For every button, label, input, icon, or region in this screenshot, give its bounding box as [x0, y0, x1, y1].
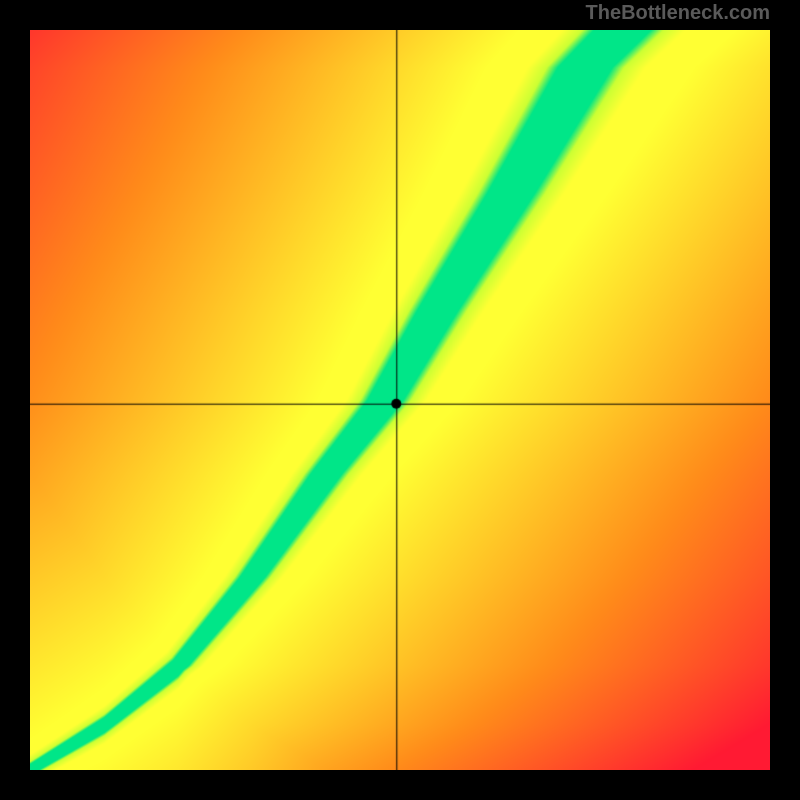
chart-container: TheBottleneck.com	[0, 0, 800, 800]
watermark-text: TheBottleneck.com	[586, 2, 770, 25]
bottleneck-heatmap	[30, 30, 770, 770]
